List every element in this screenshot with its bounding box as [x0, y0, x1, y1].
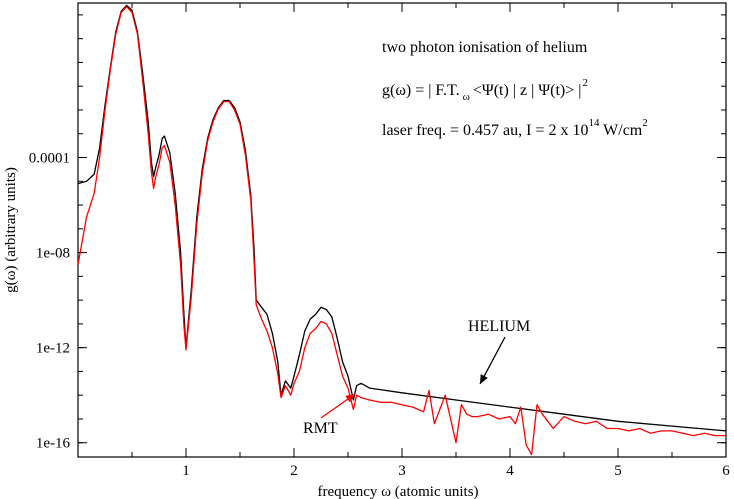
plot-frame [77, 2, 727, 458]
x-tick-label: 2 [290, 463, 298, 479]
series-line-rmt [77, 5, 726, 456]
annotation-title: two photon ionisation of helium [382, 39, 588, 56]
rmt-label: RMT [303, 420, 338, 437]
series-layer [77, 4, 727, 456]
x-axis-title: frequency ω (atomic units) [317, 484, 478, 499]
y-tick-label: 1e-12 [36, 341, 70, 357]
rmt-arrow-head [345, 394, 355, 403]
annotation-laser: laser freq. = 0.457 au, I = 2 x 1014 W/c… [382, 117, 648, 139]
helium-arrow-head [480, 374, 488, 384]
x-tick-label: 5 [614, 463, 622, 479]
axis-ticks: 1 2 3 4 5 6 0.0001 1e-08 1e-12 1e-16 [29, 3, 730, 479]
x-tick-label: 4 [506, 463, 514, 479]
helium-label: HELIUM [468, 318, 530, 335]
x-tick-label: 3 [398, 463, 406, 479]
y-axis-title: g(ω) (arbitrary units) [3, 167, 19, 293]
x-tick-label: 1 [182, 463, 190, 479]
annotation-formula: g(ω) = | F.T. ω <Ψ(t) | z | Ψ(t)> |2 [382, 77, 588, 103]
series-line-helium [77, 4, 727, 432]
y-tick-label: 1e-16 [36, 436, 71, 452]
annotation-block: two photon ionisation of helium g(ω) = |… [382, 39, 648, 139]
y-tick-label: 1e-08 [36, 246, 70, 262]
x-tick-label: 6 [722, 463, 730, 479]
y-tick-label: 0.0001 [29, 151, 70, 167]
